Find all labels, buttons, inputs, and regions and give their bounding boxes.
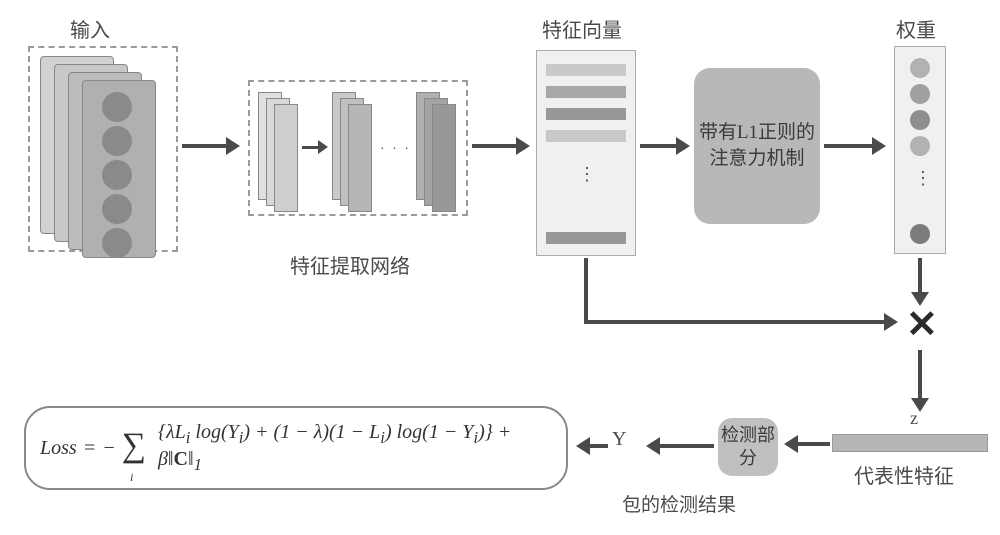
ellipsis-fvec: ⋮: [578, 164, 598, 185]
rep-feature-bar: [832, 434, 988, 452]
feature-vector-box: [536, 50, 636, 256]
fbar-4: [546, 130, 626, 142]
input-dot: [102, 228, 132, 258]
arrow-detect-to-Y: [658, 444, 714, 448]
line-fvec-down: [584, 258, 588, 324]
arrow-rep-to-detect: [796, 442, 830, 446]
arrow-feat-to-fvec: [472, 144, 518, 148]
arrow-head: [784, 435, 798, 453]
fbar-5: [546, 232, 626, 244]
fbar-3: [546, 108, 626, 120]
arrow-attn-to-weight: [824, 144, 874, 148]
input-dot: [102, 160, 132, 190]
label-weights: 权重: [896, 14, 936, 43]
arrow-head: [318, 140, 328, 154]
input-dot: [102, 126, 132, 156]
weight-dot: [910, 136, 930, 156]
weight-dot: [910, 84, 930, 104]
arrow-head: [884, 313, 898, 331]
arrow-head: [911, 398, 929, 412]
arrow-Y-to-loss: [588, 444, 608, 448]
arrow-head: [676, 137, 690, 155]
arrow-head: [516, 137, 530, 155]
ellipsis-feat: · · ·: [380, 142, 411, 158]
label-representative-feature: 代表性特征: [854, 460, 954, 489]
label-feature-extract-net: 特征提取网络: [290, 250, 410, 279]
label-bag-detect-result: 包的检测结果: [622, 490, 736, 517]
detect-label: 检测部分: [718, 424, 778, 471]
arrow-mult-down: [918, 350, 922, 400]
feat-g1-3: [274, 104, 298, 212]
attention-label: 带有L1正则的注意力机制: [694, 120, 820, 171]
line-fvec-right: [584, 320, 886, 324]
weight-dot: [910, 224, 930, 244]
arrow-head: [576, 437, 590, 455]
weight-dot: [910, 58, 930, 78]
label-feature-vector: 特征向量: [542, 14, 622, 43]
feat-g2-3: [348, 104, 372, 212]
label-Y: Y: [612, 428, 626, 451]
arrow-input-to-feat: [182, 144, 228, 148]
detect-box: 检测部分: [718, 418, 778, 476]
feat-g3-3: [432, 104, 456, 212]
fbar-2: [546, 86, 626, 98]
fbar-1: [546, 64, 626, 76]
input-dot: [102, 92, 132, 122]
label-input: 输入: [70, 14, 110, 43]
weight-dot: [910, 110, 930, 130]
arrow-fvec-to-attn: [640, 144, 678, 148]
input-dot: [102, 194, 132, 224]
attention-box: 带有L1正则的注意力机制: [694, 68, 820, 224]
ellipsis-weights: ⋮: [914, 168, 934, 189]
arrow-head: [226, 137, 240, 155]
arrow-weight-down: [918, 258, 922, 294]
loss-box: Loss = − ∑ i {λLi log(Yi) + (1 − λ)(1 − …: [24, 406, 568, 490]
loss-formula: Loss = − ∑ i {λLi log(Yi) + (1 − λ)(1 − …: [26, 421, 566, 475]
arrow-head: [646, 437, 660, 455]
multiply-icon: ✕: [906, 302, 938, 347]
arrow-head: [872, 137, 886, 155]
